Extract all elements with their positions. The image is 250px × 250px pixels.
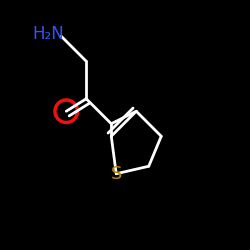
Text: H₂N: H₂N <box>33 25 64 43</box>
Text: S: S <box>110 165 122 183</box>
